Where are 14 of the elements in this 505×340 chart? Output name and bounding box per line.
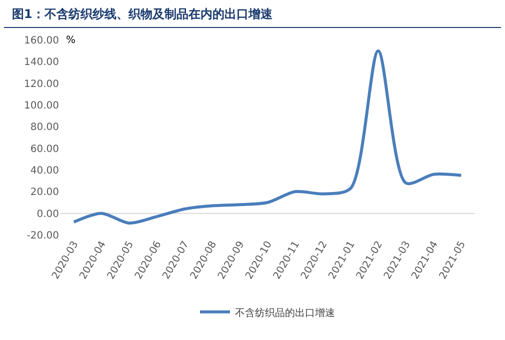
y-tick-label: 80.00 xyxy=(30,122,59,134)
y-tick-label: 60.00 xyxy=(30,144,59,155)
legend-label: 不含纺织品的出口增速 xyxy=(235,306,335,319)
y-tick-label: 160.00 xyxy=(24,36,59,46)
y-tick-label: 40.00 xyxy=(30,166,59,176)
y-tick-label: 0.00 xyxy=(36,208,59,220)
y-tick-label: 20.00 xyxy=(30,187,59,198)
y-tick-label: 100.00 xyxy=(24,100,59,112)
y-axis-title: % xyxy=(66,35,76,46)
y-tick-label: 120.00 xyxy=(24,78,59,90)
line-series xyxy=(72,49,463,225)
y-tick-label: -20.00 xyxy=(26,230,59,242)
chart-title: 图1：不含纺织纱线、织物及制品在内的出口增速 xyxy=(4,0,501,28)
y-tick-label: 140.00 xyxy=(24,57,59,68)
